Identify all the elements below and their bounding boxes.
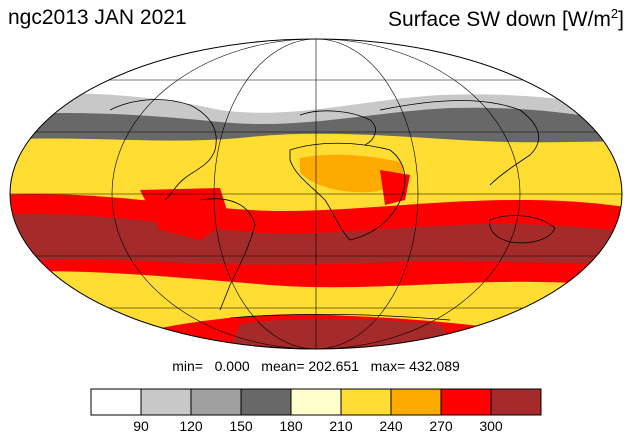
coast-africa (289, 142, 406, 241)
colorbar-bin (240, 388, 292, 416)
variable-title-superscript: 2 (610, 6, 619, 21)
coastlines (109, 99, 556, 321)
band-tropic-orange (300, 154, 404, 193)
coast-europe (299, 110, 376, 146)
colorbar-tick-label: 120 (179, 418, 203, 434)
colorbar-tick-label: 210 (329, 418, 353, 434)
variable-title-main: Surface SW down [W/m (388, 8, 611, 31)
colorbar-tick-label: 300 (479, 418, 503, 434)
colorbar-bin (140, 388, 192, 416)
colorbar-tick-label: 240 (379, 418, 403, 434)
colorbar-bin (390, 388, 442, 416)
colorbar-bin (190, 388, 242, 416)
colorbar-bin (340, 388, 392, 416)
patch-south-america (140, 188, 230, 240)
patch-east-africa (380, 170, 410, 205)
coast-antarctica (229, 313, 451, 321)
coast-asia (379, 100, 540, 186)
coast-south-america (199, 198, 256, 311)
variable-title-end: ] (618, 8, 624, 31)
summary-stats: min= 0.000 mean= 202.651 max= 432.089 (172, 358, 460, 374)
map-title: ngc2013 JAN 2021 (8, 6, 187, 30)
colorbar-bin (440, 388, 492, 416)
globe-outline (9, 38, 623, 350)
colorbar-tick-label: 180 (279, 418, 303, 434)
colorbar-tick-label: 270 (429, 418, 453, 434)
coast-north-america (109, 99, 217, 201)
coast-australia (489, 215, 556, 244)
colorbar-bin (490, 388, 542, 416)
colorbar-bin (290, 388, 342, 416)
variable-title: Surface SW down [W/m2] (388, 6, 624, 32)
colorbar-tick-label: 90 (133, 418, 149, 434)
map-title-text: ngc2013 JAN 2021 (8, 6, 187, 29)
band-antarctic-brown (230, 318, 460, 349)
meridian-60 (213, 39, 419, 349)
meridian-120 (111, 39, 521, 349)
colorbar-bin (90, 388, 142, 416)
colorbar-tick-label: 150 (229, 418, 253, 434)
